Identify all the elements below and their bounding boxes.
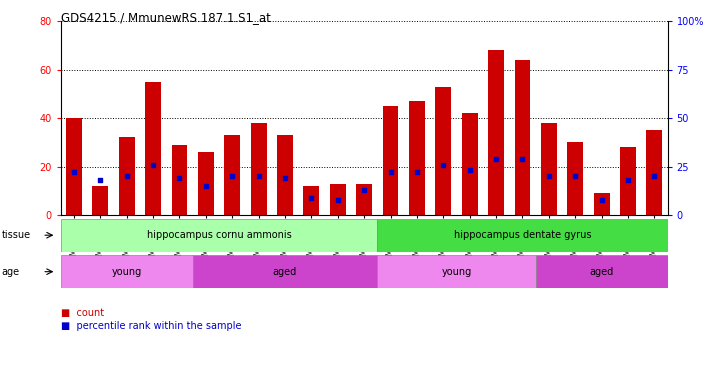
Bar bbox=[61, 255, 193, 288]
Bar bbox=[356, 184, 372, 215]
Text: aged: aged bbox=[590, 266, 614, 277]
Point bbox=[623, 177, 634, 183]
Bar bbox=[92, 186, 109, 215]
Bar bbox=[277, 135, 293, 215]
Bar bbox=[383, 106, 398, 215]
Point bbox=[147, 162, 159, 168]
Bar bbox=[145, 82, 161, 215]
Point bbox=[332, 197, 343, 203]
Point bbox=[543, 173, 555, 179]
Point bbox=[174, 175, 185, 181]
Point bbox=[464, 167, 476, 174]
Bar bbox=[568, 142, 583, 215]
Text: tissue: tissue bbox=[1, 230, 31, 240]
Bar bbox=[646, 130, 663, 215]
Point bbox=[68, 169, 79, 175]
Text: young: young bbox=[441, 266, 472, 277]
Bar bbox=[409, 101, 425, 215]
Bar bbox=[541, 123, 557, 215]
Point bbox=[596, 197, 608, 203]
Bar bbox=[303, 186, 319, 215]
Text: ■  count: ■ count bbox=[61, 308, 104, 318]
Point bbox=[438, 162, 449, 168]
Text: age: age bbox=[1, 266, 19, 277]
Point bbox=[649, 173, 660, 179]
Text: aged: aged bbox=[273, 266, 297, 277]
Bar bbox=[377, 219, 668, 252]
Bar bbox=[377, 255, 536, 288]
Text: ■  percentile rank within the sample: ■ percentile rank within the sample bbox=[61, 321, 241, 331]
Bar bbox=[66, 118, 82, 215]
Bar bbox=[594, 193, 610, 215]
Point bbox=[94, 177, 106, 183]
Text: young: young bbox=[111, 266, 142, 277]
Bar bbox=[436, 86, 451, 215]
Bar bbox=[515, 60, 531, 215]
Bar bbox=[193, 255, 377, 288]
Bar bbox=[61, 219, 377, 252]
Point bbox=[279, 175, 291, 181]
Point bbox=[411, 169, 423, 175]
Bar bbox=[462, 113, 478, 215]
Bar bbox=[198, 152, 213, 215]
Point bbox=[253, 173, 264, 179]
Bar bbox=[488, 50, 504, 215]
Point bbox=[491, 156, 502, 162]
Point bbox=[200, 183, 211, 189]
Point bbox=[226, 173, 238, 179]
Bar bbox=[330, 184, 346, 215]
Point bbox=[385, 169, 396, 175]
Point bbox=[517, 156, 528, 162]
Point bbox=[570, 173, 581, 179]
Bar bbox=[224, 135, 240, 215]
Text: GDS4215 / MmunewRS.187.1.S1_at: GDS4215 / MmunewRS.187.1.S1_at bbox=[61, 12, 271, 25]
Bar bbox=[119, 137, 134, 215]
Point bbox=[121, 173, 132, 179]
Text: hippocampus cornu ammonis: hippocampus cornu ammonis bbox=[146, 230, 291, 240]
Text: hippocampus dentate gyrus: hippocampus dentate gyrus bbox=[453, 230, 591, 240]
Point bbox=[306, 195, 317, 201]
Bar bbox=[251, 123, 266, 215]
Bar bbox=[536, 255, 668, 288]
Bar bbox=[620, 147, 636, 215]
Bar bbox=[171, 145, 187, 215]
Point bbox=[358, 187, 370, 193]
